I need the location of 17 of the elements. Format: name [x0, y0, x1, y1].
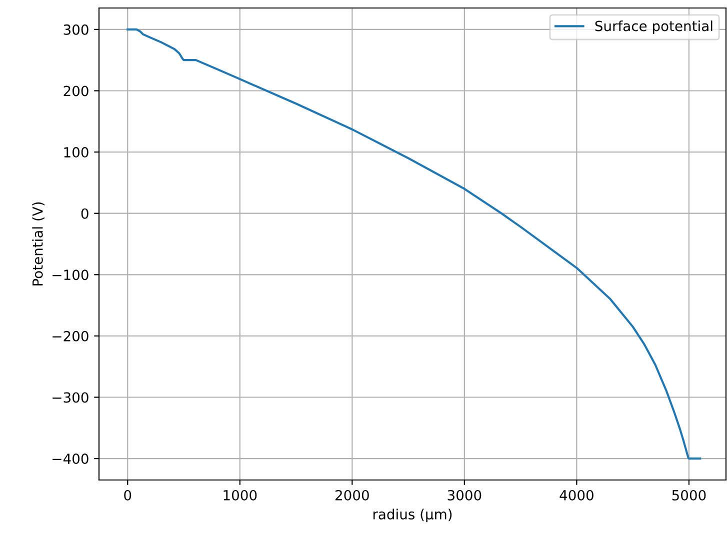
- x-tick-label: 2000: [336, 490, 369, 500]
- y-axis-title: Potential (V): [32, 202, 45, 286]
- x-tick-label: 4000: [560, 490, 594, 500]
- y-tick-label: 0: [81, 208, 88, 219]
- y-tick-label: 300: [64, 24, 88, 35]
- x-tick-label: 5000: [672, 490, 706, 500]
- y-tick-label: −100: [52, 270, 88, 280]
- y-tick-label: 200: [64, 86, 88, 96]
- x-tick-label: 3000: [448, 490, 482, 500]
- y-tick-label: −300: [52, 392, 88, 403]
- legend-label: Surface potential: [595, 20, 712, 34]
- y-tick-label: −400: [52, 454, 88, 464]
- x-axis-title: radius (μm): [373, 508, 452, 522]
- y-tick-label: −200: [52, 330, 88, 342]
- x-tick-label: 0: [124, 490, 132, 500]
- y-tick-label: 100: [64, 147, 88, 158]
- x-tick-label: 1000: [224, 490, 257, 500]
